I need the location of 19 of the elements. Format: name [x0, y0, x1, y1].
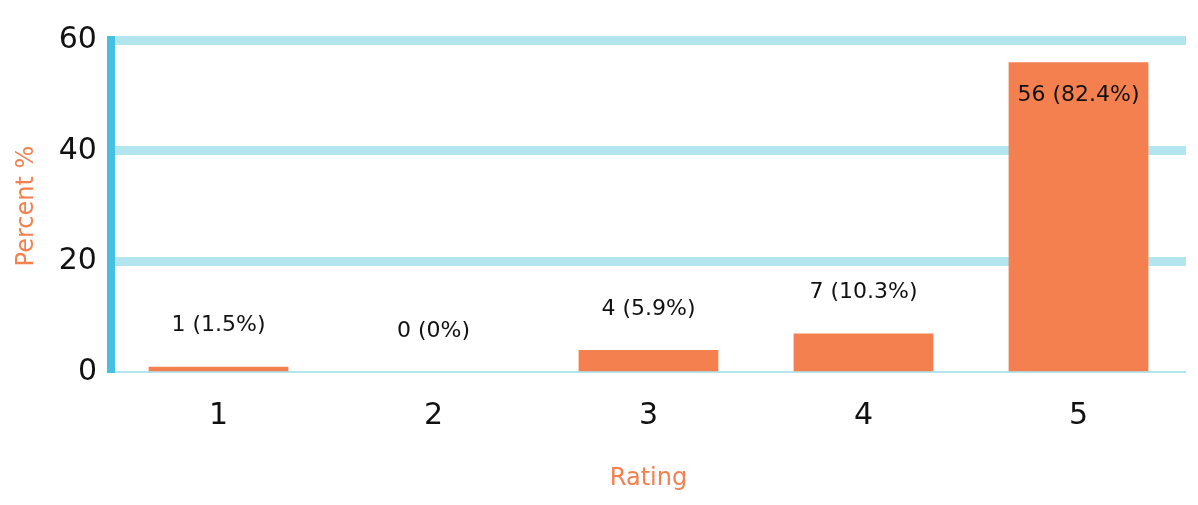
- y-tick-label: 20: [58, 241, 97, 277]
- x-axis-title: Rating: [609, 462, 688, 491]
- y-tick-label: 0: [77, 352, 97, 387]
- x-tick-label: 4: [853, 396, 874, 431]
- bar: [578, 350, 719, 372]
- bar: [1008, 62, 1149, 372]
- data-label: 56 (82.4%): [1017, 80, 1140, 106]
- data-label: 1 (1.5%): [171, 311, 266, 337]
- y-axis-title: Percent %: [10, 145, 39, 267]
- x-tick-label: 1: [208, 396, 229, 431]
- x-tick-label: 2: [423, 396, 444, 431]
- data-label: 7 (10.3%): [809, 278, 918, 304]
- data-label: 4 (5.9%): [601, 294, 696, 320]
- data-label: 0 (0%): [396, 316, 471, 342]
- y-tick-label: 40: [58, 130, 97, 166]
- x-tick-label: 5: [1068, 396, 1089, 431]
- bar: [793, 333, 934, 372]
- y-tick-label: 60: [58, 19, 97, 55]
- x-tick-label: 3: [638, 396, 659, 431]
